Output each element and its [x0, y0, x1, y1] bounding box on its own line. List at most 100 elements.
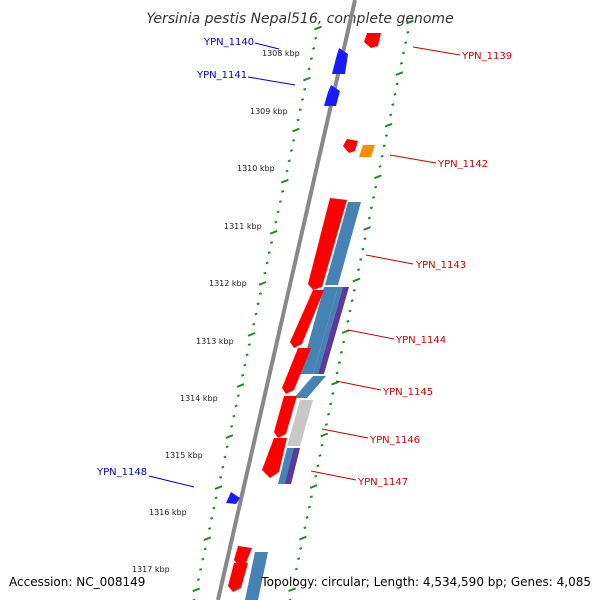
gene-arrow[interactable] — [262, 438, 287, 478]
scale-tick — [203, 547, 207, 551]
scale-tick — [380, 154, 384, 158]
scale-tick — [292, 127, 300, 133]
scale-tick — [221, 465, 225, 469]
scale-tick — [348, 309, 352, 313]
gene-arrow[interactable] — [226, 492, 240, 504]
feature-segment[interactable] — [325, 202, 361, 285]
scale-tick — [318, 454, 322, 457]
feature-segment[interactable] — [287, 400, 313, 446]
gene-arrow[interactable] — [282, 348, 311, 394]
scale-tick — [303, 87, 307, 91]
scale-tick — [312, 46, 316, 50]
scale-tick — [384, 134, 388, 137]
feature-segment[interactable] — [245, 552, 268, 600]
gene-label-YPN_1144[interactable]: YPN_1144 — [395, 335, 446, 346]
scale-tick — [212, 506, 216, 510]
scale-tick — [265, 261, 269, 265]
scale-tick — [406, 19, 414, 25]
gene-arrow[interactable] — [228, 563, 248, 592]
feature-segment[interactable] — [285, 448, 300, 484]
gene-label-YPN_1145[interactable]: YPN_1145 — [382, 387, 433, 398]
label-connector — [335, 380, 382, 391]
gene-label-YPN_1148[interactable]: YPN_1148 — [96, 467, 147, 478]
gene-label-YPN_1147[interactable]: YPN_1147 — [357, 477, 408, 488]
scale-tick — [402, 51, 406, 55]
gene-label-YPN_1140[interactable]: YPN_1140 — [203, 37, 254, 48]
scale-label: 1316 kbp — [149, 508, 187, 517]
scale-tick — [314, 25, 322, 31]
gene-label-YPN_1142[interactable]: YPN_1142 — [437, 159, 488, 170]
feature-segment[interactable] — [318, 287, 349, 374]
scale-tick — [287, 159, 291, 163]
scale-tick — [299, 535, 307, 541]
scale-tick — [309, 57, 313, 61]
scale-tick — [391, 103, 395, 107]
gene-label-YPN_1146[interactable]: YPN_1146 — [369, 435, 420, 446]
scale-tick — [384, 122, 393, 128]
scale-tick — [305, 515, 309, 519]
scale-tick — [201, 557, 205, 561]
scale-tick — [307, 67, 311, 71]
gene-arrow[interactable] — [234, 546, 252, 566]
scale-tick — [225, 445, 229, 449]
scale-tick — [320, 432, 329, 438]
scale-tick — [225, 434, 234, 439]
scale-tick — [331, 392, 335, 396]
scale-tick — [331, 380, 339, 386]
scale-tick — [289, 149, 293, 153]
scale-tick — [276, 210, 280, 214]
scale-tick — [357, 268, 361, 272]
scale-tick — [214, 485, 223, 490]
scale-tick — [374, 185, 378, 189]
gene-label-YPN_1139[interactable]: YPN_1139 — [461, 51, 512, 62]
scale-tick — [369, 206, 373, 210]
gene-arrow[interactable] — [290, 290, 324, 348]
feature-segment[interactable] — [313, 287, 343, 374]
gene-arrow[interactable] — [324, 85, 340, 106]
scale-tick — [309, 484, 318, 489]
gene-label-YPN_1141[interactable]: YPN_1141 — [196, 70, 247, 81]
scale-tick — [367, 216, 371, 220]
gene-arrow[interactable] — [343, 139, 358, 153]
gene-arrow[interactable] — [364, 33, 381, 48]
gene-arrow[interactable] — [308, 198, 347, 290]
scale-tick — [210, 516, 214, 520]
scale-tick — [352, 277, 361, 283]
gene-arrow[interactable] — [359, 145, 375, 157]
scale-tick — [404, 41, 408, 45]
scale-tick — [196, 578, 200, 582]
scale-tick — [297, 557, 301, 561]
label-connector — [412, 46, 461, 56]
scale-tick — [341, 329, 350, 334]
feature-segment[interactable] — [300, 287, 338, 374]
scale-tick — [399, 61, 403, 65]
scale-label: 1308 kbp — [262, 49, 300, 58]
scale-tick — [395, 71, 404, 76]
label-connector — [389, 154, 437, 164]
scale-tick — [350, 299, 354, 303]
feature-segment[interactable] — [294, 376, 326, 398]
scale-tick — [269, 229, 278, 235]
scale-tick — [254, 312, 258, 316]
gene-arrow[interactable] — [332, 48, 348, 74]
scale-tick — [363, 237, 367, 241]
scale-tick — [280, 178, 289, 184]
label-connector — [148, 475, 195, 488]
scale-tick — [389, 113, 393, 117]
gene-arrow[interactable] — [274, 396, 297, 438]
scale-label: 1312 kbp — [209, 279, 247, 288]
scale-tick — [207, 527, 212, 530]
scale-tick — [346, 319, 350, 323]
reverse-strand-track — [192, 25, 322, 600]
scale-tick — [314, 36, 318, 40]
scale-tick — [230, 424, 234, 428]
forward-genes — [228, 33, 381, 592]
scale-tick — [299, 546, 303, 550]
gene-label-YPN_1143[interactable]: YPN_1143 — [415, 260, 466, 271]
scale-tick — [292, 138, 296, 142]
scale-tick — [382, 144, 386, 148]
scale-tick — [247, 343, 251, 347]
scale-tick — [372, 196, 376, 199]
scale-tick — [363, 226, 371, 231]
label-connector — [310, 470, 357, 481]
